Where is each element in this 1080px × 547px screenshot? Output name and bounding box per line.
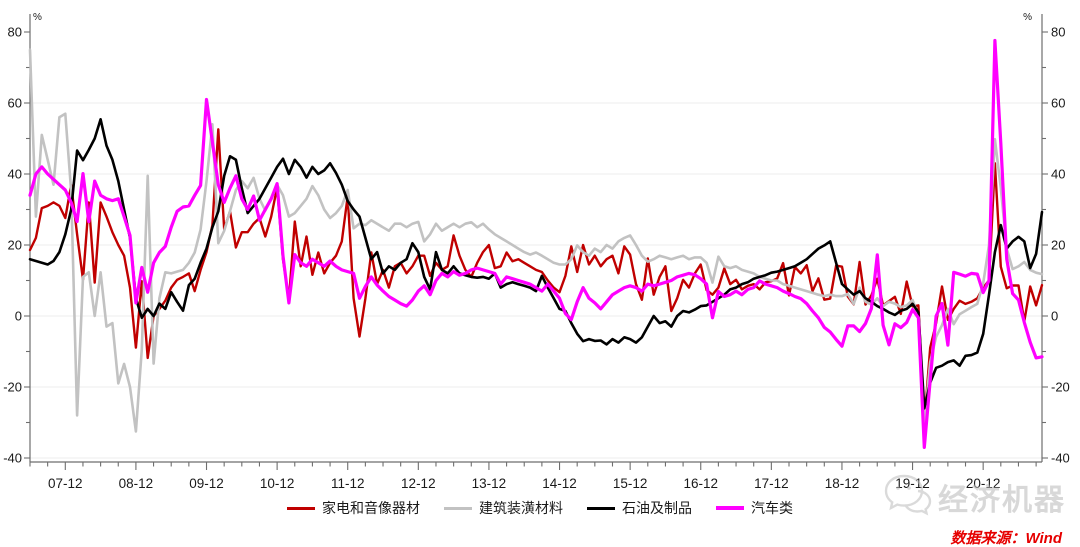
x-tick-label: 09-12 xyxy=(189,476,224,491)
y-unit-label-left: % xyxy=(33,12,42,23)
x-tick-label: 14-12 xyxy=(542,476,577,491)
legend-label-3: 汽车类 xyxy=(751,500,793,516)
y-tick-label-right: -40 xyxy=(1051,451,1070,466)
y-unit-label-right: % xyxy=(1023,12,1032,23)
legend-label-1: 建筑装潢材料 xyxy=(479,500,563,516)
series-line-0 xyxy=(28,128,1044,424)
y-tick-label-right: -20 xyxy=(1051,380,1070,395)
series-line-1 xyxy=(28,48,1044,433)
chart-legend: 家电和音像器材 建筑装潢材料 石油及制品 汽车类 xyxy=(0,497,1080,519)
y-tick-label-right: 0 xyxy=(1051,309,1058,324)
legend-item-3: 汽车类 xyxy=(716,498,793,518)
x-tick-label: 16-12 xyxy=(683,476,718,491)
y-tick-label-right: 40 xyxy=(1051,167,1065,182)
x-tick-label: 10-12 xyxy=(260,476,295,491)
legend-label-2: 石油及制品 xyxy=(622,500,692,516)
y-tick-label-left: 40 xyxy=(8,167,22,182)
x-tick-label: 19-12 xyxy=(895,476,930,491)
axes: 80 80 60 60 40 40 20 20 0 0 -20 -20 -40 -40% % 07-12 08-… xyxy=(3,12,1070,491)
legend-swatch-2 xyxy=(587,506,615,510)
legend-item-0: 家电和音像器材 xyxy=(287,498,420,518)
y-tick-label-left: 60 xyxy=(8,96,22,111)
x-tick-label: 17-12 xyxy=(754,476,789,491)
series-line-3 xyxy=(28,38,1044,449)
y-tick-label-right: 80 xyxy=(1051,25,1065,40)
data-source-note: 数据来源：Wind xyxy=(950,530,1062,547)
x-tick-label: 12-12 xyxy=(401,476,436,491)
legend-swatch-0 xyxy=(287,506,315,510)
x-tick-label: 20-12 xyxy=(966,476,1001,491)
series-lines xyxy=(28,38,1044,449)
legend-label-0: 家电和音像器材 xyxy=(322,500,420,516)
y-tick-label-right: 60 xyxy=(1051,96,1065,111)
legend-swatch-3 xyxy=(716,506,744,510)
series-line-2 xyxy=(28,118,1044,410)
grid-lines xyxy=(30,102,1042,459)
legend-swatch-1 xyxy=(444,506,472,510)
y-tick-label-left: -20 xyxy=(3,380,22,395)
y-tick-label-left: -40 xyxy=(3,451,22,466)
legend-item-2: 石油及制品 xyxy=(587,498,692,518)
legend-item-1: 建筑装潢材料 xyxy=(444,498,563,518)
y-tick-label-left: 80 xyxy=(8,25,22,40)
y-tick-label-right: 20 xyxy=(1051,238,1065,253)
y-tick-label-left: 0 xyxy=(15,309,22,324)
x-tick-label: 13-12 xyxy=(472,476,507,491)
y-tick-label-left: 20 xyxy=(8,238,22,253)
x-tick-label: 15-12 xyxy=(613,476,648,491)
x-tick-label: 08-12 xyxy=(119,476,154,491)
x-tick-label: 07-12 xyxy=(48,476,83,491)
x-tick-label: 11-12 xyxy=(331,476,365,491)
x-tick-label: 18-12 xyxy=(825,476,860,491)
